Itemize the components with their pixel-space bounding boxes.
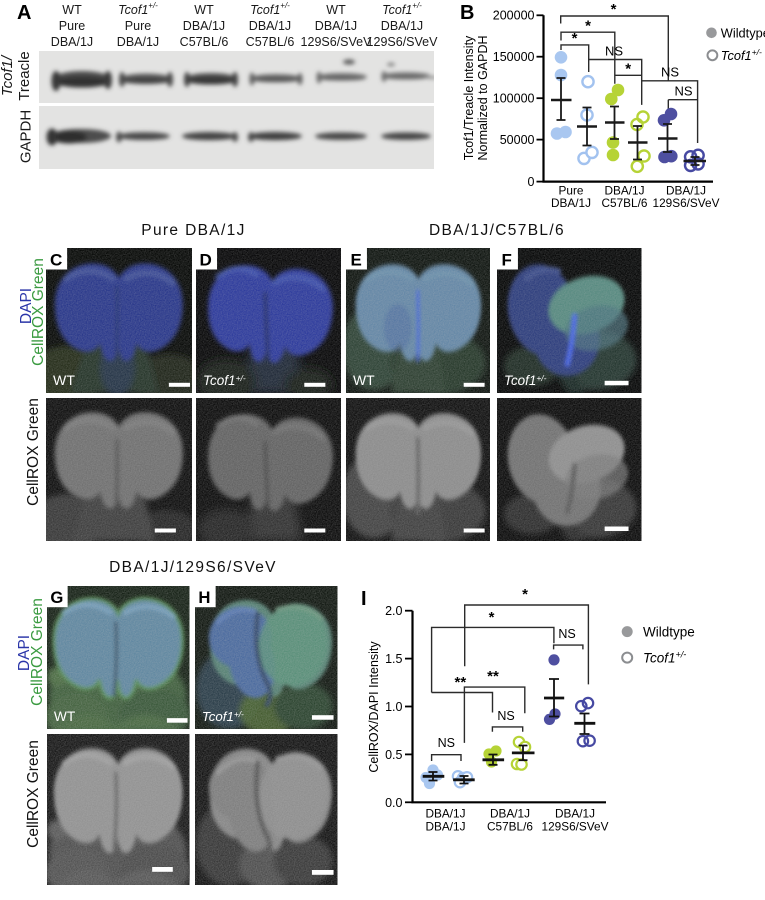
svg-text:100000: 100000: [493, 92, 535, 106]
svg-text:F: F: [502, 250, 512, 269]
svg-text:DBA/1J: DBA/1J: [551, 196, 591, 210]
svg-text:0: 0: [528, 175, 535, 189]
svg-text:NS: NS: [661, 65, 679, 80]
svg-text:H: H: [198, 588, 210, 607]
svg-text:*: *: [522, 586, 528, 603]
svg-text:WT: WT: [54, 709, 76, 724]
svg-text:WT: WT: [53, 372, 75, 388]
svg-text:Wildtype: Wildtype: [721, 25, 765, 40]
svg-text:0.0: 0.0: [385, 796, 402, 810]
svg-text:Wildtype: Wildtype: [643, 624, 695, 639]
svg-text:2.0: 2.0: [385, 604, 402, 618]
svg-text:DBA/1J: DBA/1J: [666, 184, 706, 198]
svg-text:DBA/1J: DBA/1J: [426, 807, 466, 821]
svg-text:**: **: [455, 674, 467, 691]
svg-text:E: E: [350, 250, 361, 269]
svg-text:1.5: 1.5: [385, 652, 402, 666]
svg-text:NS: NS: [438, 736, 455, 750]
svg-text:NS: NS: [558, 627, 575, 641]
svg-text:*: *: [625, 61, 631, 78]
svg-text:B: B: [460, 2, 474, 24]
svg-text:*: *: [489, 609, 495, 626]
svg-text:DBA/1J: DBA/1J: [426, 820, 466, 834]
svg-text:*: *: [572, 30, 578, 47]
svg-text:D: D: [199, 251, 211, 270]
svg-text:50000: 50000: [500, 133, 535, 147]
svg-text:NS: NS: [605, 44, 623, 59]
svg-text:DBA/1J: DBA/1J: [490, 807, 530, 821]
svg-text:129S6/SVeV: 129S6/SVeV: [653, 196, 720, 210]
svg-text:0.5: 0.5: [385, 748, 402, 762]
svg-text:150000: 150000: [493, 50, 535, 64]
svg-text:C57BL/6: C57BL/6: [487, 820, 533, 834]
svg-text:NS: NS: [497, 709, 514, 723]
svg-text:Tcof1+/-: Tcof1+/-: [202, 709, 244, 724]
svg-text:*: *: [585, 18, 591, 35]
svg-text:**: **: [487, 668, 499, 685]
svg-text:Tcof1/Treacle Intensity: Tcof1/Treacle Intensity: [462, 35, 476, 160]
svg-text:*: *: [611, 1, 617, 18]
svg-text:DBA/1J: DBA/1J: [555, 807, 595, 821]
svg-text:Normalized to GAPDH: Normalized to GAPDH: [476, 35, 490, 160]
svg-text:129S6/SVeV: 129S6/SVeV: [542, 820, 609, 834]
svg-text:G: G: [50, 588, 63, 607]
svg-text:C57BL/6: C57BL/6: [602, 196, 648, 210]
svg-text:Tcof1+/-: Tcof1+/-: [504, 373, 547, 388]
svg-text:Tcof1+/-: Tcof1+/-: [643, 649, 686, 665]
svg-text:CellROX/DAPI Intensity: CellROX/DAPI Intensity: [367, 641, 381, 773]
svg-text:I: I: [361, 588, 367, 610]
svg-text:WT: WT: [353, 372, 375, 388]
svg-text:200000: 200000: [493, 9, 535, 23]
svg-text:Pure: Pure: [559, 184, 584, 198]
svg-text:DBA/1J: DBA/1J: [605, 184, 645, 198]
svg-text:NS: NS: [674, 84, 692, 99]
svg-text:Tcof1+/-: Tcof1+/-: [203, 373, 246, 388]
svg-text:Tcof1+/-: Tcof1+/-: [721, 47, 762, 63]
svg-text:C: C: [50, 251, 62, 270]
svg-text:1.0: 1.0: [385, 700, 402, 714]
